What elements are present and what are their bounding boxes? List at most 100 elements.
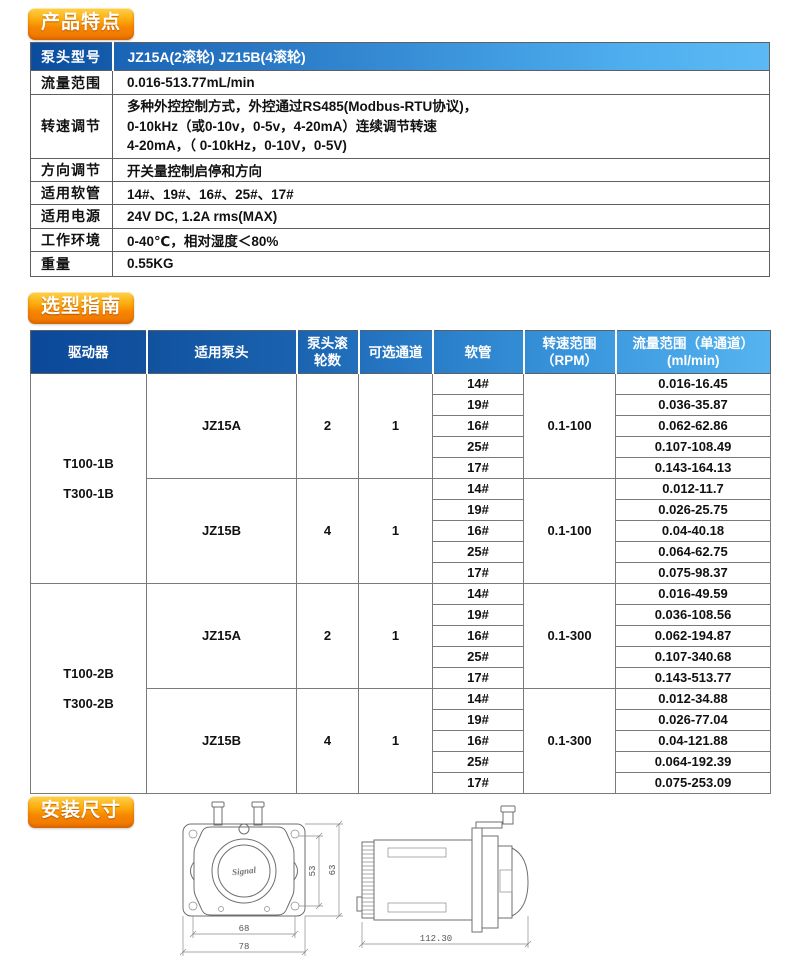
motor-body <box>373 839 473 921</box>
spec-row-value: 开关量控制启停和方向 <box>112 157 770 182</box>
section-badge-product-features: 产品特点 <box>28 8 135 40</box>
selection-guide-table: 驱动器 适用泵头 泵头滚 轮数 可选通道 软管 转速范围 （RPM） 流量范围（… <box>30 330 771 794</box>
flow-cell: 0.026-77.04 <box>615 709 771 731</box>
speed-cell: 0.1-100 <box>523 373 616 479</box>
guide-row: T100-2B T300-2B JZ15A 2 1 14# 0.1-300 0.016-49… <box>30 583 771 794</box>
guide-header-tube: 软管 <box>431 330 524 374</box>
tube-cell: 25# <box>432 436 524 458</box>
tube-cell: 17# <box>432 772 524 794</box>
section-title: 产品特点 <box>41 12 122 33</box>
tube-cell: 14# <box>432 373 524 395</box>
pump-cell: JZ15B <box>146 688 297 794</box>
pump-cell: JZ15A <box>146 583 297 689</box>
side-clip-right <box>293 861 298 881</box>
tube-ports <box>211 801 265 826</box>
spec-row-label: 转速调节 <box>30 94 113 159</box>
tube-cell: 17# <box>432 562 524 584</box>
spec-row: 流量范围 0.016-513.77mL/min <box>30 70 770 95</box>
flow-cell: 0.075-98.37 <box>615 562 771 584</box>
tube-cell: 14# <box>432 688 524 710</box>
guide-row: 19# 0.026-25.75 <box>31 499 771 521</box>
spec-row-value: 多种外控控制方式，外控通过RS485(Modbus-RTU协议)， 0-10kH… <box>112 94 770 159</box>
guide-header-pump: 适用泵头 <box>145 330 297 374</box>
driver-cell: T100-1B T300-1B <box>30 373 147 584</box>
tube-cell: 19# <box>432 604 524 626</box>
rollers-cell: 4 <box>296 688 359 794</box>
pump-cell: JZ15B <box>146 478 297 584</box>
tube-cell: 19# <box>432 499 524 521</box>
rotor-cover-outer <box>211 838 277 904</box>
pump-cell: JZ15A <box>146 373 297 479</box>
tube-cell: 17# <box>432 667 524 689</box>
tube-cell: 25# <box>432 646 524 668</box>
section-title: 安装尺寸 <box>41 800 122 821</box>
guide-row: 25# 0.107-340.68 <box>31 646 771 668</box>
pump-front-view-drawing: Signal 53 63 68 78 <box>179 801 343 956</box>
tube-port-side <box>475 805 516 829</box>
speed-cell: 0.1-300 <box>523 583 616 689</box>
tube-cell: 16# <box>432 415 524 437</box>
section-title: 选型指南 <box>41 296 122 317</box>
screw-holes <box>188 829 300 912</box>
side-clip-left <box>190 861 195 881</box>
tube-cell: 16# <box>432 730 524 752</box>
head-detail <box>499 869 513 893</box>
flow-cell: 0.143-164.13 <box>615 457 771 479</box>
section-badge-selection-guide: 选型指南 <box>28 292 135 324</box>
spec-row: 适用软管 14#、19#、16#、25#、17# <box>30 180 770 205</box>
guide-row: 17# 0.143-513.77 <box>31 667 771 689</box>
spec-row-label: 重量 <box>30 250 113 277</box>
speed-cell: 0.1-100 <box>523 478 616 584</box>
flow-cell: 0.064-62.75 <box>615 541 771 563</box>
flow-cell: 0.143-513.77 <box>615 667 771 689</box>
spec-row: 适用电源 24V DC, 1.2A rms(MAX) <box>30 203 770 229</box>
spec-header-value: JZ15A(2滚轮) JZ15B(4滚轮) <box>111 42 770 71</box>
tube-cell: 25# <box>432 541 524 563</box>
spec-row: 重量 0.55KG <box>30 250 770 277</box>
spec-row-value: 24V DC, 1.2A rms(MAX) <box>112 203 770 229</box>
tube-cell: 19# <box>432 394 524 416</box>
flow-cell: 0.036-35.87 <box>615 394 771 416</box>
guide-row: T100-1B T300-1B JZ15A 2 1 14# 0.1-100 0.016-16… <box>30 373 771 584</box>
spec-row-value: 0.55KG <box>112 250 770 277</box>
spec-row-value: 14#、19#、16#、25#、17# <box>112 180 770 205</box>
rollers-cell: 2 <box>296 583 359 689</box>
pump-side-view-drawing: 112.30 <box>356 805 532 948</box>
brand-logo-text: Signal <box>232 865 257 878</box>
mounting-flange <box>471 827 483 933</box>
spec-row-label: 工作环境 <box>30 227 113 252</box>
guide-row: 17# 0.075-98.37 <box>31 562 771 584</box>
spec-row-label: 适用电源 <box>30 203 113 229</box>
guide-row: 25# 0.107-108.49 <box>31 436 771 458</box>
tube-cell: 16# <box>432 625 524 647</box>
spec-row: 工作环境 0-40℃，相对湿度＜80% <box>30 227 770 252</box>
spec-row-label: 方向调节 <box>30 157 113 182</box>
guide-header-row: 驱动器 适用泵头 泵头滚 轮数 可选通道 软管 转速范围 （RPM） 流量范围（… <box>30 330 771 374</box>
guide-header-driver: 驱动器 <box>30 330 147 374</box>
channels-cell: 1 <box>358 583 433 689</box>
motor-slot-bottom <box>387 902 447 913</box>
flow-cell: 0.012-34.88 <box>615 688 771 710</box>
tube-cell: 16# <box>432 520 524 542</box>
guide-header-flow: 流量范围（单通道） (ml/min) <box>614 330 771 374</box>
channels-cell: 1 <box>358 478 433 584</box>
flow-cell: 0.062-62.86 <box>615 415 771 437</box>
flow-cell: 0.012-11.7 <box>615 478 771 500</box>
spec-row-value: 0-40℃，相对湿度＜80% <box>112 227 770 252</box>
spec-row-label: 适用软管 <box>30 180 113 205</box>
guide-row: 16# 0.04-121.88 <box>31 730 771 752</box>
dimension-label: 63 <box>328 865 338 876</box>
guide-row: JZ15B 4 1 14# 0.1-300 0.012-34.88 <box>31 688 771 794</box>
guide-row: 17# 0.075-253.09 <box>31 772 771 794</box>
flow-cell: 0.107-108.49 <box>615 436 771 458</box>
section-badge-install-dimensions: 安装尺寸 <box>28 796 135 828</box>
spec-row-label: 流量范围 <box>30 70 113 95</box>
driver-cell: T100-2B T300-2B <box>30 583 147 794</box>
dimension-lines-vertical <box>299 820 343 920</box>
motor-rear-ribs <box>356 841 375 919</box>
flow-cell: 0.062-194.87 <box>615 625 771 647</box>
tube-cell: 14# <box>432 478 524 500</box>
rollers-cell: 4 <box>296 478 359 584</box>
rotor-cover-inner <box>217 844 271 898</box>
guide-header-channels: 可选通道 <box>357 330 433 374</box>
